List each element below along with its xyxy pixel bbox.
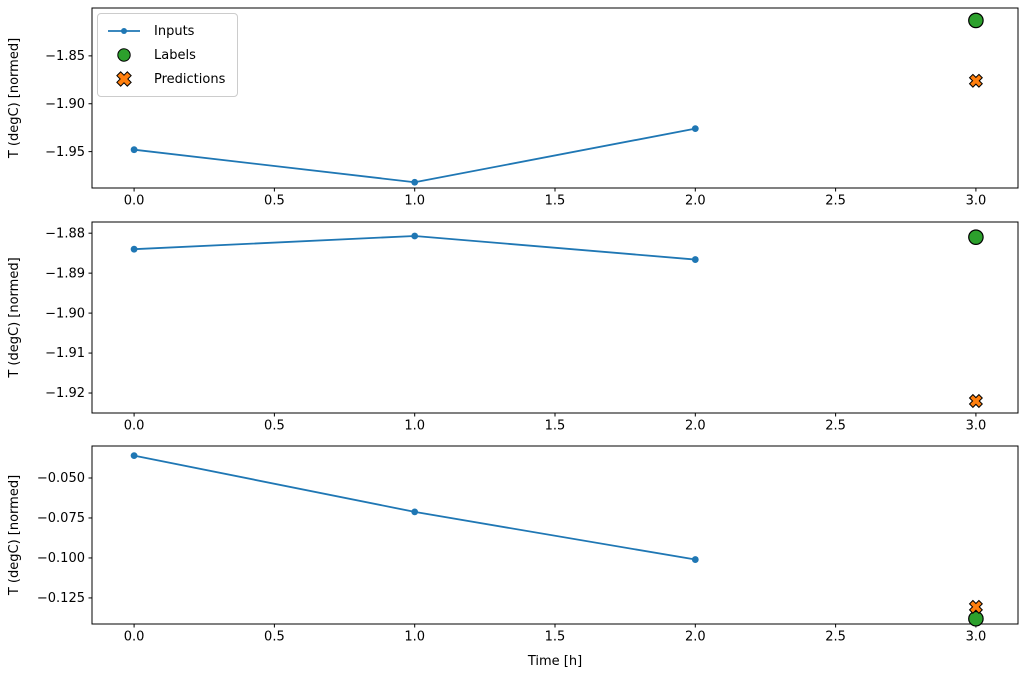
x-tick-label: 2.0 bbox=[685, 194, 706, 209]
label-marker bbox=[968, 12, 984, 29]
x-tick-label: 2.5 bbox=[825, 419, 846, 434]
x-tick-label: 3.0 bbox=[966, 194, 987, 209]
predictions-x-icon bbox=[106, 71, 142, 87]
y-tick-label: −0.075 bbox=[37, 511, 85, 526]
legend-item-labels: Labels bbox=[106, 43, 225, 67]
axes-frame bbox=[91, 221, 1019, 414]
legend-label-predictions: Predictions bbox=[154, 71, 226, 87]
x-tick-label: 0.5 bbox=[264, 194, 285, 209]
x-tick-label: 1.0 bbox=[404, 630, 425, 645]
y-tick-label: −0.050 bbox=[37, 471, 85, 486]
x-tick-label: 1.5 bbox=[545, 630, 566, 645]
x-tick-label: 0.0 bbox=[124, 419, 145, 434]
x-tick-label: 1.0 bbox=[404, 419, 425, 434]
y-axis-label: T (degC) [normed] bbox=[7, 475, 22, 596]
y-tick-label: −1.91 bbox=[45, 346, 85, 361]
x-tick-label: 1.5 bbox=[545, 419, 566, 434]
input-point bbox=[411, 178, 419, 186]
inputs-line bbox=[133, 454, 696, 561]
y-tick-label: −1.89 bbox=[45, 266, 85, 281]
labels-circle-icon bbox=[106, 47, 142, 63]
legend-label-labels: Labels bbox=[154, 47, 196, 63]
input-point bbox=[130, 146, 138, 154]
y-tick-label: −1.88 bbox=[45, 226, 85, 241]
x-tick-label: 0.0 bbox=[124, 194, 145, 209]
x-tick-label: 2.0 bbox=[685, 419, 706, 434]
subplot-2: 0.0 0.5 1.0 1.5 2.0 2.5 3.0 −1.88 −1.89 −1.90 −1.9… bbox=[7, 221, 1019, 434]
x-axis-label: Time [h] bbox=[527, 654, 582, 669]
x-tick-label: 2.5 bbox=[825, 194, 846, 209]
prediction-marker bbox=[968, 599, 983, 614]
x-tick-label: 1.0 bbox=[404, 194, 425, 209]
input-point bbox=[691, 556, 699, 563]
input-point bbox=[411, 508, 419, 516]
y-tick-label: −1.85 bbox=[45, 49, 85, 64]
inputs-line bbox=[134, 235, 696, 261]
x-tick-label: 1.5 bbox=[545, 194, 566, 209]
inputs-line bbox=[133, 127, 696, 184]
input-point bbox=[691, 256, 699, 263]
input-point bbox=[130, 245, 138, 253]
legend-item-predictions: Predictions bbox=[106, 67, 225, 91]
legend-circle-sample bbox=[117, 48, 131, 62]
subplot-3: 0.0 0.5 1.0 1.5 2.0 2.5 3.0 −0.050 −0.075 −0.100 −… bbox=[7, 445, 1019, 669]
prediction-marker bbox=[968, 393, 983, 409]
y-tick-label: −1.95 bbox=[45, 145, 85, 160]
prediction-marker bbox=[968, 73, 983, 88]
x-tick-label: 0.5 bbox=[264, 630, 285, 645]
y-axis-label: T (degC) [normed] bbox=[7, 257, 22, 378]
label-marker bbox=[968, 229, 984, 245]
input-point bbox=[411, 232, 419, 240]
legend: Inputs Labels Predictions bbox=[97, 13, 239, 97]
x-tick-label: 3.0 bbox=[966, 419, 987, 434]
legend-label-inputs: Inputs bbox=[154, 23, 195, 39]
y-tick-label: −1.90 bbox=[45, 306, 85, 321]
subplot-1: 0.0 0.5 1.0 1.5 2.0 2.5 3.0 −1.85 −1.90 −1.95 T (d… bbox=[7, 7, 1019, 209]
inputs-line-icon bbox=[106, 24, 142, 38]
x-tick-label: 2.0 bbox=[685, 630, 706, 645]
x-tick-label: 2.5 bbox=[825, 630, 846, 645]
legend-dot-sample bbox=[121, 28, 127, 34]
x-tick-label: 3.0 bbox=[966, 630, 987, 645]
input-point bbox=[691, 125, 699, 133]
legend-item-inputs: Inputs bbox=[106, 19, 225, 43]
input-point bbox=[130, 452, 138, 459]
x-tick-label: 0.5 bbox=[264, 419, 285, 434]
y-tick-label: −0.100 bbox=[37, 551, 85, 566]
y-tick-label: −0.125 bbox=[37, 591, 85, 606]
label-marker bbox=[968, 610, 984, 627]
y-axis-label: T (degC) [normed] bbox=[7, 38, 22, 159]
y-tick-label: −1.90 bbox=[45, 97, 85, 112]
y-tick-label: −1.92 bbox=[45, 386, 85, 401]
x-tick-label: 0.0 bbox=[124, 630, 145, 645]
legend-x-sample bbox=[116, 71, 132, 87]
